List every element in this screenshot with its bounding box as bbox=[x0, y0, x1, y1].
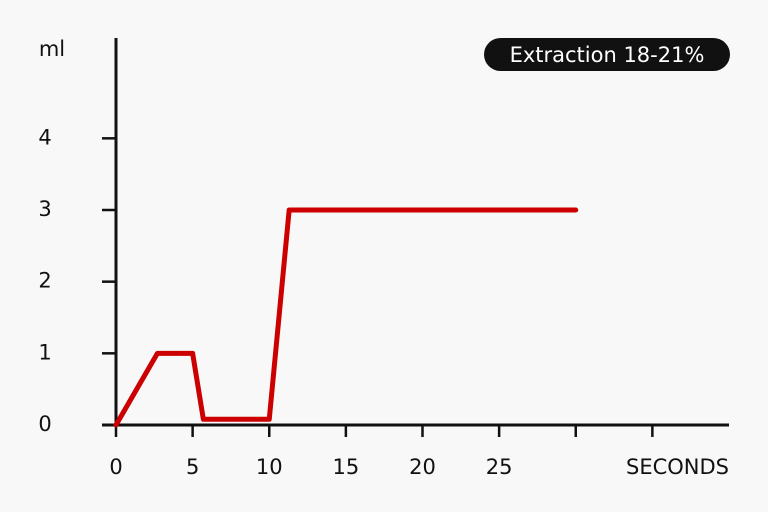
x-tick-label: 5 bbox=[186, 455, 199, 479]
x-tick-label: 10 bbox=[256, 455, 283, 479]
y-tick-label: 2 bbox=[38, 269, 51, 293]
y-axis-label: ml bbox=[39, 37, 65, 61]
data-line bbox=[113, 207, 579, 428]
annotation-badge bbox=[484, 38, 730, 71]
y-tick-label: 0 bbox=[38, 412, 51, 436]
x-tick-label: 0 bbox=[109, 455, 122, 479]
x-tick-label: 25 bbox=[486, 455, 513, 479]
y-tick-label: 4 bbox=[38, 125, 51, 149]
y-tick-label: 3 bbox=[38, 197, 51, 221]
y-tick-label: 1 bbox=[38, 340, 51, 364]
x-axis-label: SECONDS bbox=[626, 455, 729, 479]
x-tick-label: 15 bbox=[333, 455, 360, 479]
annotation: Extraction 18-21% bbox=[510, 43, 705, 67]
x-tick-label: 20 bbox=[409, 455, 436, 479]
